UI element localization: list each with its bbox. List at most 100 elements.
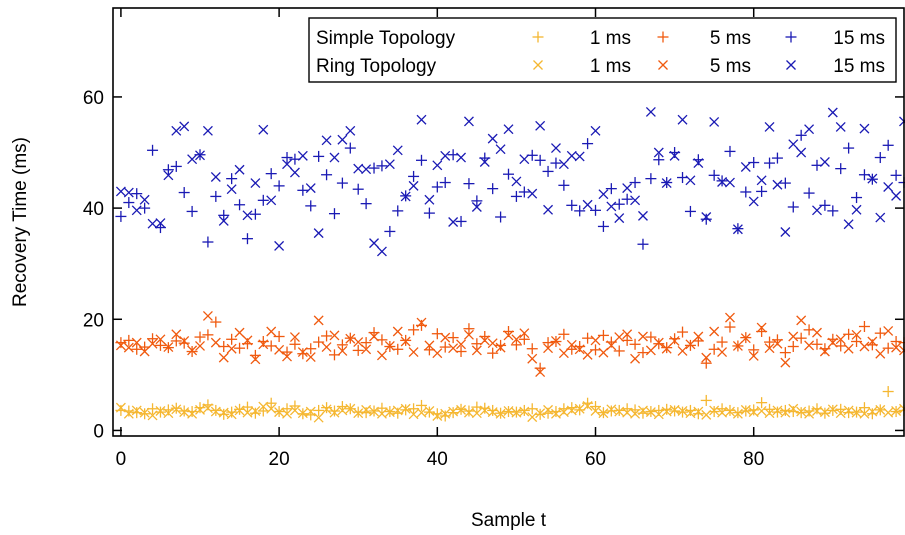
data-point (835, 408, 846, 419)
data-point (266, 326, 277, 337)
data-point (859, 341, 870, 352)
data-point (622, 407, 633, 418)
data-point (701, 212, 712, 222)
data-point (637, 347, 649, 359)
data-point (637, 238, 649, 250)
data-point (289, 332, 300, 343)
data-point (518, 186, 530, 198)
data-point (780, 357, 791, 368)
data-point (226, 184, 237, 195)
data-point (186, 406, 198, 418)
data-point (558, 348, 569, 359)
data-point (827, 205, 839, 217)
data-point (432, 160, 443, 171)
data-point (819, 346, 830, 357)
data-point (400, 334, 412, 346)
data-point (867, 173, 878, 184)
data-point (281, 152, 293, 164)
legend-marker (786, 60, 796, 70)
data-point (408, 324, 420, 336)
data-point (693, 406, 704, 417)
data-point (210, 406, 221, 417)
data-point (605, 183, 617, 195)
data-point (195, 404, 205, 415)
data-point (875, 212, 886, 223)
data-point (282, 408, 292, 419)
data-point (780, 407, 791, 418)
data-point (179, 407, 190, 418)
data-point (748, 407, 759, 418)
data-point (384, 340, 395, 351)
data-point (487, 133, 498, 144)
data-point (321, 342, 332, 353)
data-point (779, 347, 791, 359)
data-point (226, 173, 238, 185)
data-point (874, 327, 886, 339)
data-point (701, 352, 712, 363)
data-point (653, 337, 664, 348)
data-point (882, 386, 894, 398)
data-point (543, 343, 554, 354)
data-point (669, 404, 680, 415)
data-point (305, 352, 316, 363)
data-point (764, 408, 775, 419)
data-point (550, 143, 561, 154)
data-point (147, 338, 158, 349)
data-point (147, 144, 159, 156)
data-point (827, 107, 838, 118)
data-point (606, 340, 617, 351)
data-point (170, 335, 182, 347)
data-point (171, 125, 182, 136)
data-point (249, 208, 261, 220)
data-point (321, 330, 333, 342)
data-point (756, 397, 768, 409)
data-point (321, 135, 332, 146)
data-point (503, 124, 514, 135)
data-point (882, 342, 894, 354)
data-point (329, 330, 340, 341)
data-point (241, 233, 253, 245)
data-point (336, 339, 348, 351)
data-point (147, 410, 158, 421)
data-point (234, 342, 246, 354)
data-point (408, 409, 419, 420)
data-point (803, 324, 815, 336)
data-point (329, 152, 340, 163)
data-point (202, 310, 213, 321)
data-point (685, 175, 696, 186)
y-tick-label: 40 (83, 199, 104, 220)
data-point (796, 147, 807, 158)
data-point (669, 333, 681, 345)
data-point (424, 340, 435, 351)
data-point (131, 405, 142, 416)
data-point (345, 125, 356, 136)
data-point (574, 403, 585, 414)
data-point (337, 134, 348, 145)
data-point (629, 177, 641, 189)
data-point (289, 405, 300, 416)
data-point (614, 213, 625, 224)
data-point (392, 145, 403, 156)
data-point (352, 183, 364, 195)
data-point (771, 406, 783, 418)
data-point (819, 156, 830, 167)
data-point (273, 331, 285, 343)
data-point (195, 340, 205, 351)
data-point (756, 185, 768, 197)
data-point (131, 407, 143, 419)
data-point (186, 205, 198, 217)
legend-row-label: Simple Topology (316, 28, 456, 49)
legend: Simple Topology 1 ms 5 ms 15 ms Ring Topolog… (308, 17, 897, 83)
data-point (819, 407, 830, 418)
data-point (693, 158, 704, 169)
data-point (289, 338, 301, 350)
data-point (131, 337, 142, 348)
data-point (693, 331, 704, 342)
data-point (439, 341, 451, 353)
data-point (274, 240, 285, 251)
data-point (210, 404, 222, 416)
data-point (282, 159, 292, 170)
data-point (337, 345, 348, 356)
data-point (558, 407, 569, 418)
data-point (187, 408, 198, 419)
